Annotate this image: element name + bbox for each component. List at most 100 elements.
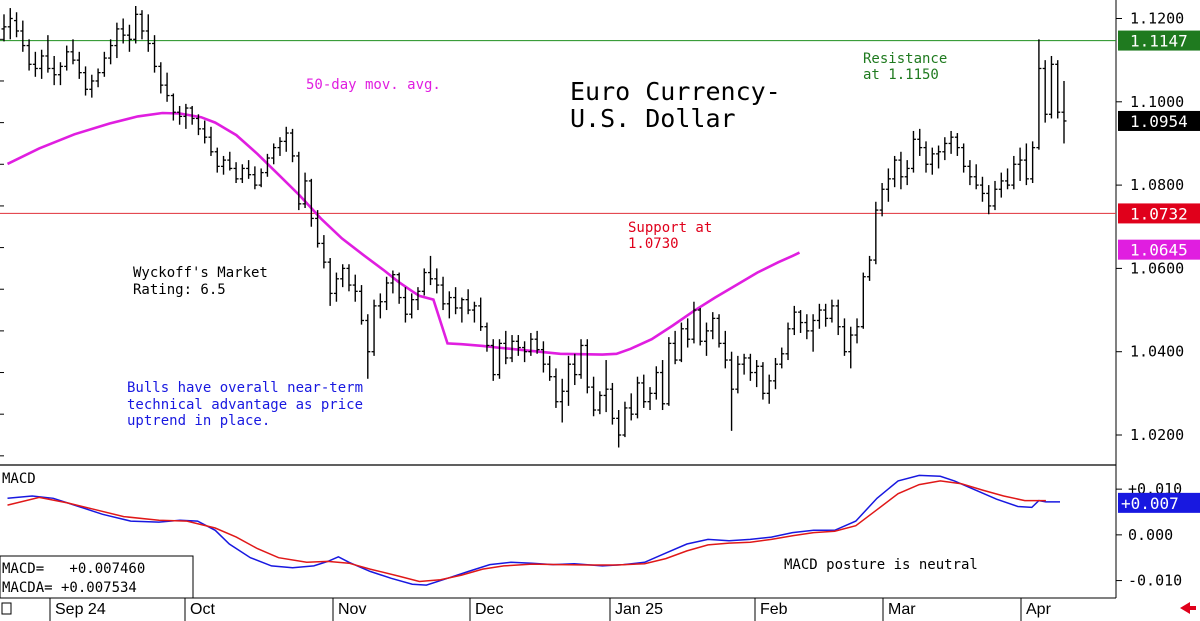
ohlc-bar	[114, 22, 120, 59]
x-tick-label: Sep 24	[55, 601, 106, 618]
resistance-label-line-2: at 1.1150	[863, 67, 939, 83]
ohlc-bar	[64, 45, 70, 71]
ohlc-bar	[76, 51, 82, 79]
ohlc-bar	[32, 51, 38, 77]
ohlc-bar	[333, 272, 339, 302]
ma-price-tag	[1118, 239, 1200, 260]
ohlc-bar	[591, 376, 597, 417]
ohlc-bar	[973, 164, 979, 190]
ohlc-bar	[446, 291, 452, 319]
moving-average-line	[6, 111, 801, 356]
ohlc-bar	[622, 401, 628, 438]
bulls-note-line-3: uptrend in place.	[127, 413, 270, 429]
ohlc-bar	[208, 126, 214, 156]
ohlc-bar	[892, 155, 898, 188]
ohlc-bar	[126, 24, 132, 52]
x-tick-label: Mar	[888, 601, 916, 618]
macd-y-tick-label: -0.010	[1128, 572, 1182, 590]
ohlc-bar	[271, 143, 277, 165]
ohlc-bar	[290, 128, 296, 163]
support-label-line-1: Support at	[628, 220, 712, 236]
support-price-tag-text: 1.0732	[1130, 204, 1188, 223]
x-tick-label: Oct	[190, 601, 215, 618]
ohlc-bar	[948, 130, 954, 154]
y-tick-label: 1.0800	[1130, 176, 1184, 194]
ohlc-bar	[108, 39, 114, 65]
ohlc-bar	[365, 314, 371, 379]
ohlc-bar	[547, 355, 553, 381]
ohlc-bar	[747, 353, 753, 381]
ohlc-bar	[678, 322, 684, 363]
ohlc-bar	[139, 10, 145, 40]
ohlc-bar	[722, 330, 728, 369]
macd-readout-line-2: MACDA= +0.007534	[2, 580, 137, 596]
macd-value-tag-text: +0.007	[1121, 494, 1179, 513]
chart-title-line-1: Euro Currency-	[570, 77, 781, 106]
ohlc-bar	[258, 168, 264, 188]
ohlc-bar	[779, 347, 785, 369]
x-tick-label: Feb	[760, 601, 788, 618]
corner-box-icon[interactable]	[1, 602, 12, 615]
ohlc-bar	[772, 357, 778, 390]
ohlc-bar	[428, 255, 434, 286]
ohlc-bar	[384, 276, 390, 311]
ohlc-bar	[421, 268, 427, 296]
rating-line-2: Rating: 6.5	[133, 282, 226, 298]
ohlc-bar	[578, 339, 584, 379]
y-tick-label: 1.1200	[1130, 9, 1184, 27]
resistance-price-tag	[1118, 30, 1200, 51]
ohlc-bar	[791, 305, 797, 336]
ohlc-bar	[1036, 39, 1042, 150]
macd-readout-box	[0, 555, 194, 599]
ohlc-bar	[315, 210, 321, 248]
ohlc-bar	[308, 178, 314, 227]
ohlc-bar	[998, 172, 1004, 198]
ohlc-bar	[221, 155, 227, 175]
resistance-label-line-1: Resistance	[863, 51, 947, 67]
macd-note: MACD posture is neutral	[784, 557, 978, 573]
ohlc-bar	[565, 355, 571, 406]
axis-layer: 1.1200 1.1000 1.0800 1.0600 1.0400 1.0200 1.11…	[0, 9, 1200, 621]
ohlc-bar	[986, 185, 992, 215]
price-panel-frame	[0, 0, 1116, 465]
ohlc-bar	[979, 176, 985, 202]
ohlc-bar	[597, 391, 603, 415]
ohlc-bar	[183, 103, 189, 129]
ohlc-bar	[967, 160, 973, 186]
ohlc-bar	[264, 153, 270, 177]
ohlc-bar	[227, 151, 233, 171]
macd-y-tick-label: 0.000	[1128, 526, 1173, 544]
ohlc-bar	[1030, 141, 1036, 184]
ohlc-bar	[823, 303, 829, 327]
ohlc-bar	[70, 39, 76, 65]
scroll-left-arrow-icon[interactable]	[1180, 602, 1196, 614]
ohlc-bar	[1, 14, 7, 42]
ohlc-bar	[214, 147, 220, 173]
ohlc-bar	[164, 72, 170, 102]
ohlc-bar	[170, 93, 176, 121]
ohlc-bar	[798, 310, 804, 333]
ohlc-bar	[929, 147, 935, 175]
ohlc-bar	[246, 160, 252, 179]
ohlc-bar	[760, 362, 766, 400]
bulls-note-line-2: technical advantage as price	[127, 397, 363, 413]
ohlc-bar	[885, 168, 891, 202]
ohlc-bar	[961, 143, 967, 173]
ohlc-bar	[1061, 80, 1067, 144]
ohlc-bar	[1017, 147, 1023, 181]
ohlc-bar	[1055, 60, 1061, 119]
ohlc-bar	[904, 160, 910, 186]
last-price-tag-text: 1.0954	[1130, 112, 1188, 131]
ohlc-bar	[340, 264, 346, 288]
ohlc-bar	[415, 287, 421, 311]
ohlc-bar	[810, 314, 816, 352]
ohlc-bar	[120, 18, 126, 44]
ohlc-bar	[716, 314, 722, 348]
ohlc-bar	[609, 382, 615, 425]
ohlc-bar	[942, 137, 948, 161]
ohlc-bar	[327, 257, 333, 306]
ohlc-bar	[1023, 143, 1029, 186]
ohlc-bar	[1042, 60, 1048, 123]
ohlc-bar	[860, 272, 866, 329]
